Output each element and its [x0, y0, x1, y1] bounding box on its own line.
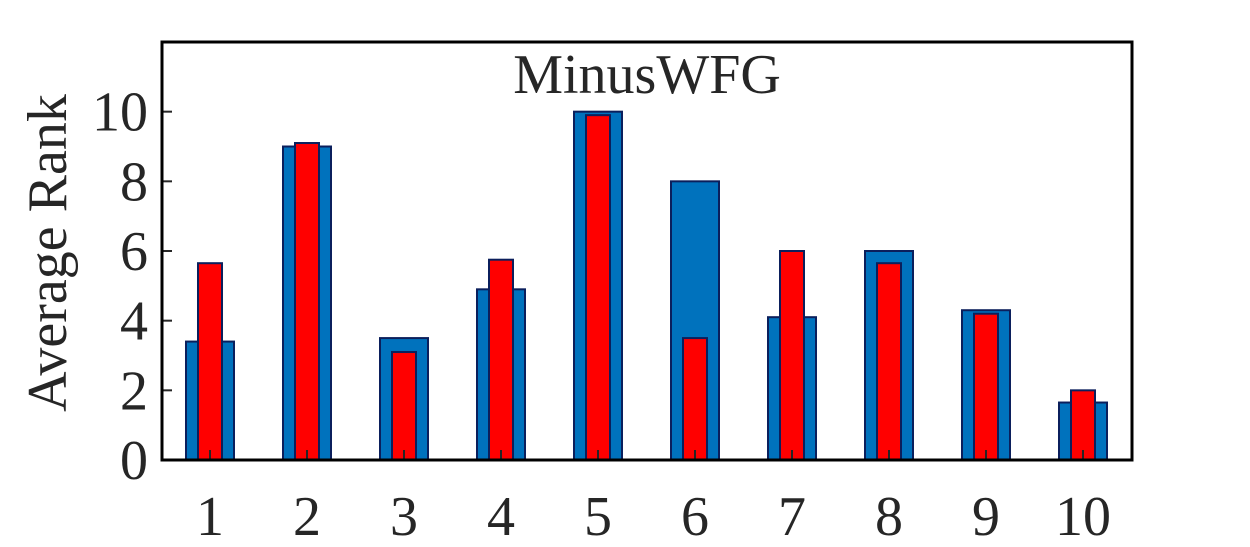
x-tick-label: 9	[972, 486, 1000, 547]
y-tick-label: 8	[120, 151, 148, 213]
x-tick-label: 5	[584, 486, 612, 547]
series-2-bars	[197, 114, 1096, 462]
bar-series-2-6	[682, 337, 708, 462]
x-tick-label: 6	[681, 486, 709, 547]
bar-series-2-4	[488, 258, 514, 462]
bar-series-2-5	[585, 114, 611, 462]
x-tick-label: 3	[390, 486, 418, 547]
x-axis-ticks: 1 2 3 4 5 6 7 8 9 10	[196, 450, 1111, 547]
y-tick-label: 6	[120, 221, 148, 283]
x-tick-label: 4	[487, 486, 515, 547]
bar-series-2-2	[294, 142, 320, 461]
bar-series-2-10	[1070, 389, 1096, 462]
bar-series-2-7	[779, 250, 805, 461]
x-tick-label: 10	[1055, 486, 1111, 547]
x-tick-label: 2	[293, 486, 321, 547]
x-tick-label: 8	[875, 486, 903, 547]
plot-frame	[160, 40, 1134, 462]
y-tick-label: 4	[120, 291, 148, 353]
bar-series-2-8	[876, 262, 902, 462]
y-axis-label: Average Rank	[17, 94, 79, 412]
x-tick-label: 7	[778, 486, 806, 547]
y-axis-ticks: 0 2 4 6 8 10	[92, 82, 172, 492]
bar-series-2-9	[973, 312, 999, 462]
x-tick-label: 1	[196, 486, 224, 547]
bar-series-2-1	[197, 262, 223, 462]
y-tick-label: 0	[120, 430, 148, 492]
series-1-bars	[185, 110, 1108, 462]
y-tick-label: 2	[120, 360, 148, 422]
chart-title: MinusWFG	[513, 44, 781, 106]
y-tick-label: 10	[92, 82, 148, 144]
bar-series-2-3	[391, 351, 417, 461]
